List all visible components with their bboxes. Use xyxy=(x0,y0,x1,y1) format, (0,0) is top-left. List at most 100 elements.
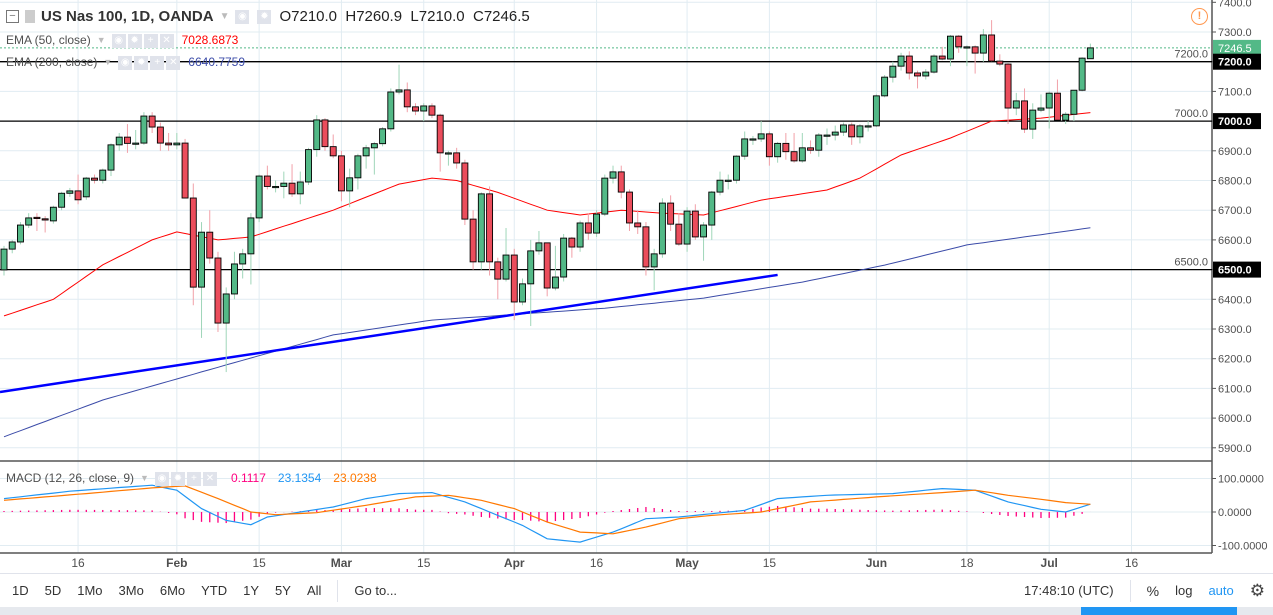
range-1d[interactable]: 1D xyxy=(12,583,29,598)
candle-body xyxy=(971,46,979,54)
y-tick-label: 6900.0 xyxy=(1218,146,1252,158)
dropdown-icon[interactable]: ▼ xyxy=(103,57,113,67)
eye-icon[interactable]: ◉ xyxy=(111,34,126,48)
collapse-icon[interactable]: − xyxy=(6,10,19,23)
macd-hist-value: 0.1117 xyxy=(230,471,266,485)
bottom-toolbar: 1D 5D 1Mo 3Mo 6Mo YTD 1Y 5Y All Go to... 17:48:1… xyxy=(0,573,1273,607)
y-tick-label: 7200.0 xyxy=(1174,49,1208,61)
candle-body xyxy=(420,105,428,112)
candle-body xyxy=(741,138,749,157)
candle-body xyxy=(527,250,535,285)
range-6mo[interactable]: 6Mo xyxy=(159,583,186,598)
candle xyxy=(551,245,559,291)
candle-body xyxy=(494,261,502,280)
dropdown-icon[interactable]: ▼ xyxy=(140,473,149,483)
range-3mo[interactable]: 3Mo xyxy=(118,583,144,598)
gear-icon[interactable]: ⚙ xyxy=(1249,580,1265,600)
candle-body xyxy=(930,55,938,73)
range-5d[interactable]: 5D xyxy=(44,583,62,598)
symbol-title[interactable]: US Nas 100, 1D, OANDA xyxy=(41,8,214,25)
candle xyxy=(823,128,831,145)
candle-body xyxy=(617,171,625,193)
plus-icon[interactable]: + xyxy=(186,472,201,486)
range-1mo[interactable]: 1Mo xyxy=(77,583,103,598)
x-tick-label: 16 xyxy=(590,556,604,570)
candle xyxy=(963,45,971,67)
candle xyxy=(239,248,247,279)
ema50-label[interactable]: EMA (50, close) xyxy=(6,33,91,47)
eye-icon[interactable]: ◉ xyxy=(235,9,250,24)
price-label: 7246.5 xyxy=(1218,43,1252,55)
auto-toggle[interactable]: auto xyxy=(1208,583,1234,598)
candle xyxy=(700,222,707,261)
candle-body xyxy=(551,276,559,289)
close-icon[interactable]: ✕ xyxy=(159,34,174,48)
eye-icon[interactable]: ◉ xyxy=(154,472,169,486)
candle xyxy=(683,207,691,252)
x-tick-label: 16 xyxy=(1125,556,1139,570)
candle-body xyxy=(132,142,140,145)
percent-toggle[interactable]: % xyxy=(1146,582,1160,599)
candle xyxy=(123,124,131,153)
candle xyxy=(667,195,675,231)
log-toggle[interactable]: log xyxy=(1175,583,1193,598)
y-tick-label: 6300.0 xyxy=(1218,324,1252,336)
range-1y[interactable]: 1Y xyxy=(243,583,260,598)
price-label: 7000.0 xyxy=(1218,116,1252,128)
candle-body xyxy=(25,217,33,226)
candle xyxy=(329,134,337,159)
candle xyxy=(971,45,979,74)
active-panel-tab[interactable] xyxy=(1081,607,1237,615)
close-icon[interactable]: ✕ xyxy=(202,472,217,486)
candle xyxy=(1021,88,1028,133)
candle-body xyxy=(1062,113,1070,121)
settings-icon[interactable]: ✹ xyxy=(134,56,149,70)
candle xyxy=(206,210,214,264)
candle-body xyxy=(247,217,255,255)
candle-body xyxy=(790,151,798,162)
candle-body xyxy=(49,206,57,222)
y-tick-label: 6500.0 xyxy=(1174,257,1208,269)
candle-body xyxy=(165,142,173,146)
settings-icon[interactable]: ✹ xyxy=(257,9,272,24)
dropdown-icon[interactable]: ▼ xyxy=(96,35,106,45)
x-tick-label: Apr xyxy=(504,556,525,570)
candle-body xyxy=(996,60,1004,65)
candle xyxy=(1053,79,1061,121)
alert-icon[interactable]: ! xyxy=(1191,8,1208,25)
candle xyxy=(831,125,839,141)
dropdown-icon[interactable]: ▼ xyxy=(219,11,230,22)
close-icon[interactable]: ✕ xyxy=(166,56,181,70)
ema200-label[interactable]: EMA (200, close) xyxy=(6,55,98,69)
candle-body xyxy=(856,125,864,138)
chart-canvas[interactable]: 16 Feb 15 Mar 15 Apr 16 May 15 Jun 18 Jul 16 7400.0 73… xyxy=(0,0,1273,573)
candle xyxy=(41,216,49,233)
candle xyxy=(1037,94,1045,113)
candle xyxy=(741,131,749,160)
macd-label[interactable]: MACD (12, 26, close, 9) xyxy=(6,471,135,485)
x-tick-label: 15 xyxy=(763,556,777,570)
candle-body xyxy=(708,191,716,226)
candle-body xyxy=(346,177,354,192)
candle xyxy=(337,150,345,202)
eye-icon[interactable]: ◉ xyxy=(118,56,133,70)
price-label-bg xyxy=(1213,261,1261,278)
settings-icon[interactable]: ✹ xyxy=(127,34,142,48)
plus-icon[interactable]: + xyxy=(150,56,165,70)
ema50-line xyxy=(3,112,1091,317)
candle-body xyxy=(173,142,181,146)
settings-icon[interactable]: ✹ xyxy=(170,472,185,486)
candle xyxy=(716,171,724,196)
candle-body xyxy=(41,218,49,221)
plus-icon[interactable]: + xyxy=(143,34,158,48)
candle-body xyxy=(757,133,765,140)
candle xyxy=(189,183,197,306)
range-all[interactable]: All xyxy=(306,583,322,598)
goto-button[interactable]: Go to... xyxy=(354,583,398,598)
candle xyxy=(765,131,773,166)
range-5y[interactable]: 5Y xyxy=(275,583,291,598)
candle-body xyxy=(872,95,880,127)
range-ytd[interactable]: YTD xyxy=(201,583,228,598)
candle xyxy=(519,278,526,306)
candle-body xyxy=(337,155,345,192)
